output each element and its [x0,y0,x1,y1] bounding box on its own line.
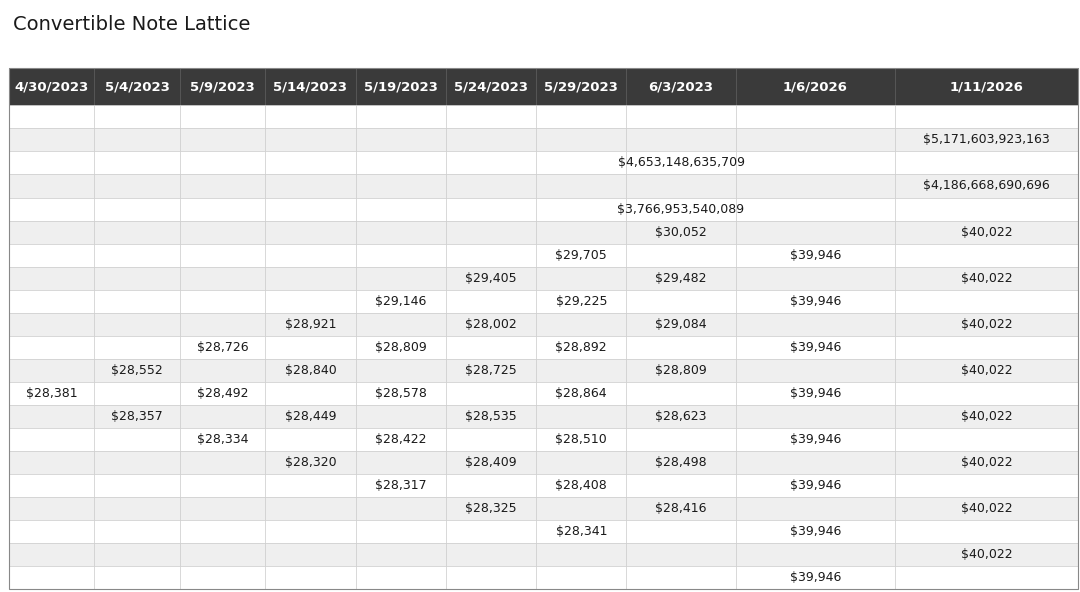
Text: $40,022: $40,022 [960,456,1012,469]
Text: $28,623: $28,623 [656,410,706,423]
Text: $39,946: $39,946 [789,433,841,446]
Text: 5/4/2023: 5/4/2023 [105,81,170,93]
Text: $39,946: $39,946 [789,387,841,400]
Text: $28,725: $28,725 [465,363,517,377]
Text: 5/24/2023: 5/24/2023 [454,81,528,93]
Text: $28,510: $28,510 [555,433,607,446]
Text: $28,578: $28,578 [375,387,427,400]
Text: $29,705: $29,705 [555,249,607,262]
Text: 5/19/2023: 5/19/2023 [364,81,437,93]
Text: 5/14/2023: 5/14/2023 [273,81,348,93]
Text: $29,084: $29,084 [656,318,707,331]
Text: $28,381: $28,381 [26,387,78,400]
Text: $28,408: $28,408 [555,479,607,492]
Text: $28,726: $28,726 [197,341,248,353]
Text: $39,946: $39,946 [789,295,841,308]
Text: $4,186,668,690,696: $4,186,668,690,696 [923,179,1050,192]
Text: $28,334: $28,334 [197,433,248,446]
Text: $28,864: $28,864 [555,387,607,400]
Text: $40,022: $40,022 [960,272,1012,285]
Text: $28,809: $28,809 [375,341,427,353]
Text: $28,921: $28,921 [285,318,336,331]
Text: $28,317: $28,317 [375,479,427,492]
Text: $28,840: $28,840 [284,363,336,377]
Text: $28,892: $28,892 [555,341,607,353]
Text: $28,552: $28,552 [111,363,163,377]
Text: $40,022: $40,022 [960,502,1012,515]
Text: 6/3/2023: 6/3/2023 [649,81,714,93]
Text: $28,449: $28,449 [285,410,336,423]
Text: $28,320: $28,320 [284,456,336,469]
Text: Convertible Note Lattice: Convertible Note Lattice [13,15,251,34]
Text: $28,002: $28,002 [465,318,517,331]
Text: $40,022: $40,022 [960,226,1012,239]
Text: $39,946: $39,946 [789,249,841,262]
Text: $28,492: $28,492 [197,387,248,400]
Text: $29,225: $29,225 [555,295,607,308]
Text: 5/29/2023: 5/29/2023 [544,81,618,93]
Text: $40,022: $40,022 [960,410,1012,423]
Text: $28,416: $28,416 [656,502,706,515]
Text: $4,653,148,635,709: $4,653,148,635,709 [618,156,744,169]
Text: $39,946: $39,946 [789,525,841,538]
Text: $39,946: $39,946 [789,341,841,353]
Text: 1/6/2026: 1/6/2026 [783,81,848,93]
Text: $28,409: $28,409 [465,456,517,469]
Text: $29,405: $29,405 [465,272,517,285]
Text: 4/30/2023: 4/30/2023 [14,81,89,93]
Text: $39,946: $39,946 [789,571,841,584]
Text: $28,498: $28,498 [656,456,707,469]
Text: $28,341: $28,341 [555,525,607,538]
Text: $40,022: $40,022 [960,318,1012,331]
Text: $5,171,603,923,163: $5,171,603,923,163 [923,133,1050,146]
Text: $29,482: $29,482 [656,272,706,285]
Text: $3,766,953,540,089: $3,766,953,540,089 [618,202,744,215]
Text: $30,052: $30,052 [656,226,707,239]
Text: $28,357: $28,357 [111,410,163,423]
Text: 1/11/2026: 1/11/2026 [949,81,1024,93]
Text: $28,422: $28,422 [375,433,427,446]
Text: $28,325: $28,325 [465,502,517,515]
Text: $28,535: $28,535 [465,410,517,423]
Text: $40,022: $40,022 [960,548,1012,561]
Text: $40,022: $40,022 [960,363,1012,377]
Text: $39,946: $39,946 [789,479,841,492]
Text: $29,146: $29,146 [375,295,427,308]
Text: $28,809: $28,809 [656,363,707,377]
Text: 5/9/2023: 5/9/2023 [190,81,255,93]
